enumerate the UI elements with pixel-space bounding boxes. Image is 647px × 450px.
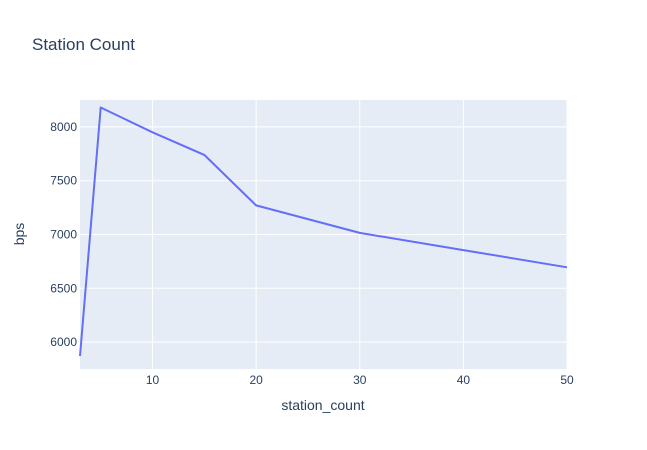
x-tick-label: 30	[353, 373, 367, 387]
x-tick-label: 40	[457, 373, 471, 387]
chart-title: Station Count	[32, 35, 135, 54]
y-tick-label: 7500	[50, 174, 77, 188]
x-tick-label: 20	[249, 373, 263, 387]
x-tick-label: 10	[146, 373, 160, 387]
y-tick-label: 8000	[50, 120, 77, 134]
grid-lines	[80, 100, 568, 369]
y-tick-label: 7000	[50, 228, 77, 242]
y-tick-label: 6500	[50, 281, 77, 295]
x-tick-label: 50	[560, 373, 574, 387]
y-axis-label: bps	[11, 223, 27, 246]
x-axis-label: station_count	[281, 397, 364, 413]
series-layer	[79, 106, 568, 357]
series-line	[79, 106, 568, 357]
tick-labels: 10 20 30 40 50 6000 6500 7000 7500 8000	[50, 120, 574, 387]
y-tick-label: 6000	[50, 335, 77, 349]
